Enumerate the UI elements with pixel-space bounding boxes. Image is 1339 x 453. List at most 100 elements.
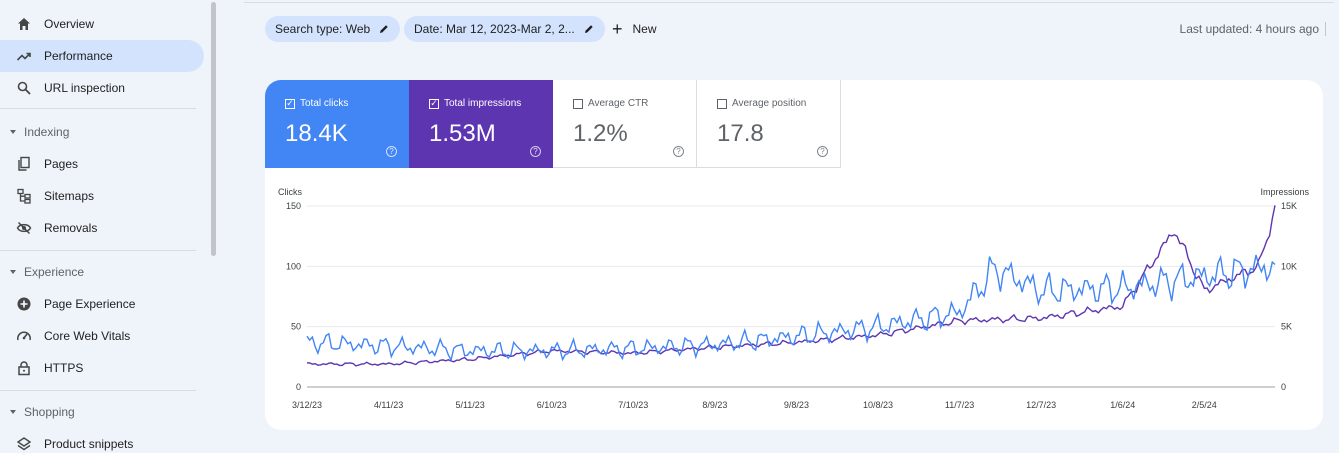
sidebar-item-label: Product snippets [44, 437, 134, 451]
left-tick-label: 150 [286, 201, 301, 211]
x-tick-label: 7/10/23 [618, 400, 648, 410]
sidebar-scrollbar[interactable] [211, 2, 216, 256]
right-axis-ticks: 0 5K 10K 15K [1281, 201, 1297, 392]
section-experience[interactable]: Experience [0, 260, 84, 284]
checkbox-checked-icon[interactable]: ✓ [285, 98, 295, 109]
sidebar: Overview Performance URL inspection Inde… [0, 0, 220, 453]
left-tick-label: 100 [286, 261, 301, 271]
sidebar-item-product-snippets[interactable]: Product snippets [0, 428, 204, 453]
metric-total-clicks[interactable]: ✓ Total clicks 18.4K ? [265, 80, 409, 168]
pencil-icon [380, 25, 388, 33]
chart-grid [307, 205, 1275, 388]
x-tick-label: 5/11/23 [455, 400, 484, 410]
x-tick-label: 1/6/24 [1110, 400, 1135, 410]
sidebar-item-page-experience[interactable]: Page Experience [0, 288, 204, 320]
x-tick-label: 6/10/23 [537, 400, 567, 410]
metric-value: 1.53M [429, 120, 496, 147]
metric-label: Average position [732, 98, 807, 109]
section-shopping[interactable]: Shopping [0, 400, 75, 424]
metric-label: Total clicks [300, 98, 349, 109]
sidebar-item-label: Core Web Vitals [44, 329, 131, 343]
left-axis-ticks: 0 50 100 150 [286, 201, 301, 392]
help-icon[interactable]: ? [386, 146, 397, 157]
collapse-triangle-icon [10, 130, 16, 134]
sidebar-item-pages[interactable]: Pages [0, 148, 204, 180]
help-icon[interactable]: ? [530, 146, 541, 157]
checkbox-checked-icon[interactable]: ✓ [429, 98, 439, 109]
help-icon[interactable]: ? [673, 146, 684, 157]
left-tick-label: 0 [296, 382, 301, 392]
section-indexing[interactable]: Indexing [0, 120, 69, 144]
sidebar-item-sitemaps[interactable]: Sitemaps [0, 180, 204, 212]
chip-label: Search type: Web [275, 22, 371, 36]
performance-chart[interactable]: Clicks Impressions 0 50 100 150 0 5K 10K 15K 3… [265, 80, 1323, 430]
sidebar-item-https[interactable]: HTTPS [0, 352, 204, 384]
right-tick-label: 15K [1281, 201, 1297, 211]
divider [0, 390, 196, 391]
plus-icon: + [612, 19, 623, 39]
checkbox-icon[interactable] [717, 98, 727, 109]
search-icon [16, 80, 32, 96]
series-clicks-line[interactable] [306, 254, 1276, 362]
header-edge [1325, 22, 1326, 36]
x-tick-label: 12/7/23 [1026, 400, 1056, 410]
x-tick-label: 2/5/24 [1192, 400, 1217, 410]
search-type-chip[interactable]: Search type: Web [265, 16, 401, 42]
section-title: Indexing [24, 125, 70, 139]
removals-icon [16, 220, 32, 236]
last-updated-text: Last updated: 4 hours ago [1179, 22, 1319, 36]
x-tick-label: 4/11/23 [374, 400, 403, 410]
x-tick-label: 8/9/23 [702, 400, 727, 410]
sidebar-item-url-inspection[interactable]: URL inspection [0, 72, 204, 104]
x-axis-ticks: 3/12/23 4/11/23 5/11/23 6/10/23 7/10/23 8/9/2… [292, 400, 1217, 410]
collapse-triangle-icon [10, 410, 16, 414]
checkbox-icon[interactable] [573, 98, 583, 109]
sidebar-item-removals[interactable]: Removals [0, 212, 204, 244]
metric-value: 17.8 [717, 120, 764, 147]
help-icon[interactable]: ? [817, 146, 828, 157]
left-tick-label: 50 [291, 322, 301, 332]
right-tick-label: 5K [1281, 322, 1292, 332]
new-label: New [632, 22, 657, 36]
sidebar-item-label: Performance [44, 49, 113, 63]
right-tick-label: 10K [1281, 261, 1297, 271]
section-title: Experience [24, 265, 85, 279]
sidebar-item-label: Pages [44, 157, 79, 171]
trending-icon [16, 48, 32, 64]
sidebar-item-core-web-vitals[interactable]: Core Web Vitals [0, 320, 204, 352]
home-icon [16, 16, 32, 32]
metric-label: Average CTR [588, 98, 649, 109]
sidebar-item-overview[interactable]: Overview [0, 8, 204, 40]
metric-average-ctr[interactable]: Average CTR 1.2% ? [553, 80, 697, 168]
left-axis-label: Clicks [278, 187, 302, 197]
divider [0, 108, 196, 109]
sidebar-item-performance[interactable]: Performance [0, 40, 204, 72]
speedometer-icon [16, 328, 32, 344]
sidebar-item-label: Removals [44, 221, 98, 235]
x-tick-label: 9/8/23 [784, 400, 809, 410]
sidebar-item-label: URL inspection [44, 81, 125, 95]
x-tick-label: 10/8/23 [863, 400, 893, 410]
page-experience-icon [16, 296, 32, 312]
sitemap-icon [16, 188, 32, 204]
collapse-triangle-icon [10, 270, 16, 274]
lock-icon [16, 360, 32, 376]
x-tick-label: 3/12/23 [292, 400, 322, 410]
header-divider [244, 2, 1334, 3]
x-tick-label: 11/7/23 [945, 400, 974, 410]
metric-label: Total impressions [444, 98, 522, 109]
new-filter-button[interactable]: + New [612, 18, 657, 40]
section-title: Shopping [24, 405, 75, 419]
date-chip[interactable]: Date: Mar 12, 2023-Mar 2, 2... [404, 16, 605, 42]
metric-value: 1.2% [573, 120, 628, 147]
metric-total-impressions[interactable]: ✓ Total impressions 1.53M ? [409, 80, 553, 168]
metric-value: 18.4K [285, 120, 348, 147]
right-axis-label: Impressions [1260, 187, 1309, 197]
divider [0, 250, 196, 251]
sidebar-item-label: HTTPS [44, 361, 84, 375]
chip-label: Date: Mar 12, 2023-Mar 2, 2... [414, 22, 575, 36]
right-tick-label: 0 [1281, 382, 1286, 392]
metric-average-position[interactable]: Average position 17.8 ? [697, 80, 841, 168]
sidebar-item-label: Page Experience [44, 297, 136, 311]
performance-card: ✓ Total clicks 18.4K ? ✓ Total impressions… [265, 80, 1323, 430]
